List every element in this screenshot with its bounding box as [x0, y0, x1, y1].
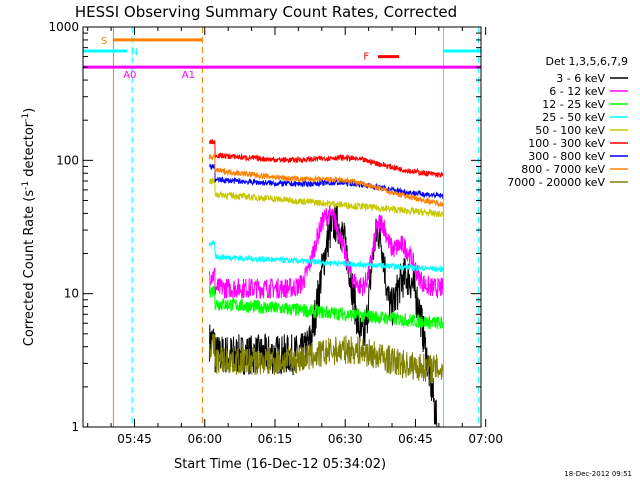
y-tick-label: 1	[71, 420, 79, 434]
legend-label: 50 - 100 keV	[535, 124, 605, 137]
flag-overlay-layer: S N A0 A1 F	[83, 27, 481, 427]
legend-label: 12 - 25 keV	[542, 98, 605, 111]
flag-label: A1	[182, 70, 195, 81]
x-tick-label: 07:00	[468, 432, 503, 446]
series-line	[208, 333, 444, 385]
y-axis-label: Corrected Count Rate (s-1 detector-1)	[21, 108, 37, 346]
legend-label: 300 - 800 keV	[528, 150, 605, 163]
plot-frame	[82, 26, 482, 428]
series-line	[208, 153, 444, 208]
flag-label: F	[363, 52, 369, 63]
x-tick-label: 06:45	[398, 432, 433, 446]
x-tick-label: 05:45	[117, 432, 152, 446]
series-line	[208, 204, 444, 428]
series-line	[208, 240, 444, 273]
legend-label: 7000 - 20000 keV	[507, 176, 605, 189]
series-line	[208, 139, 444, 178]
legend-label: 25 - 50 keV	[542, 111, 605, 124]
flag-label: S	[101, 36, 107, 47]
y-tick-label: 100	[56, 153, 79, 167]
flag-label: A0	[123, 70, 136, 81]
series-line	[208, 283, 444, 330]
legend-label: 3 - 6 keV	[556, 72, 605, 85]
x-axis: 05:45 06:00 06:15 06:30 06:45 07:00	[87, 27, 503, 446]
y-tick-label: 1000	[48, 20, 79, 34]
x-tick-label: 06:30	[328, 432, 363, 446]
series-layer	[208, 139, 444, 428]
series-line	[208, 205, 444, 299]
flag-label: N	[131, 47, 138, 58]
x-tick-label: 06:00	[187, 432, 222, 446]
legend-label: 6 - 12 keV	[549, 85, 605, 98]
timestamp: 18-Dec-2012 09:51	[564, 470, 632, 478]
x-axis-label: Start Time (16-Dec-12 05:34:02)	[174, 457, 386, 472]
legend-label: 800 - 7000 keV	[521, 163, 605, 176]
legend-title: Det 1,3,5,6,7,9	[545, 55, 628, 68]
chart-title: HESSI Observing Summary Count Rates, Cor…	[75, 3, 457, 21]
x-tick-label: 06:15	[258, 432, 293, 446]
plot-area: S N A0 A1 F	[83, 27, 481, 428]
series-line	[209, 163, 444, 200]
y-axis: 1 10 100 1000	[48, 20, 481, 434]
legend-label: 100 - 300 keV	[528, 137, 605, 150]
series-line	[208, 177, 444, 218]
y-tick-label: 10	[64, 287, 79, 301]
